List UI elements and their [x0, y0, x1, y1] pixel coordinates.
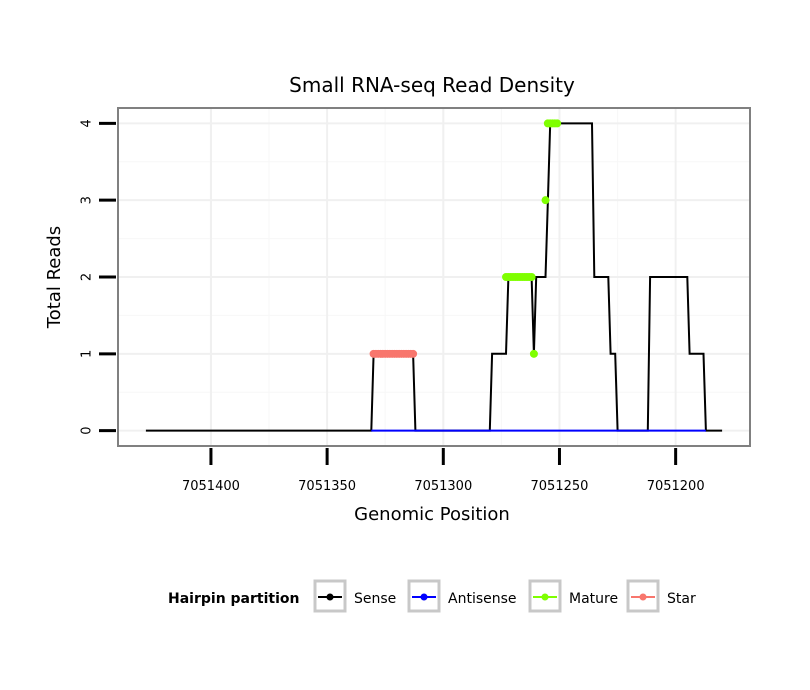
data-point-mature	[527, 273, 536, 281]
x-tick-label: 7051200	[647, 479, 705, 494]
x-axis-label: Genomic Position	[354, 504, 510, 525]
legend-title: Hairpin partition	[168, 591, 299, 607]
legend-point-sense	[326, 593, 334, 601]
data-point-mature	[529, 349, 538, 358]
x-tick-label: 7051400	[182, 479, 240, 494]
legend-label-sense: Sense	[354, 591, 396, 607]
legend-label-antisense: Antisense	[448, 591, 517, 607]
data-point-star	[409, 349, 418, 358]
y-axis-label: Total Reads	[44, 226, 65, 329]
data-point-mature	[553, 119, 562, 128]
legend-label-star: Star	[667, 591, 696, 607]
data-point-mature	[541, 196, 550, 205]
legend-point-antisense	[420, 593, 428, 601]
y-tick-label: 1	[80, 350, 95, 358]
x-axis: 7051400 7051350 7051300 7051250 7051200	[182, 448, 705, 494]
y-tick-label: 0	[80, 426, 95, 434]
x-tick-label: 7051300	[414, 479, 472, 494]
x-tick-label: 7051250	[531, 479, 589, 494]
y-tick-label: 3	[80, 196, 95, 204]
legend-label-mature: Mature	[569, 591, 618, 607]
legend: Hairpin partition Sense Antisense Mature St…	[168, 579, 696, 613]
x-tick-label: 7051350	[298, 479, 356, 494]
y-tick-label: 4	[80, 119, 95, 127]
chart-title: Small RNA-seq Read Density	[289, 73, 575, 97]
y-axis: 0 1 2 3 4	[80, 119, 116, 435]
y-tick-label: 2	[80, 273, 95, 281]
series-layer	[145, 119, 723, 432]
legend-point-mature	[541, 593, 549, 601]
legend-point-star	[639, 593, 647, 601]
panel-border	[117, 107, 751, 447]
